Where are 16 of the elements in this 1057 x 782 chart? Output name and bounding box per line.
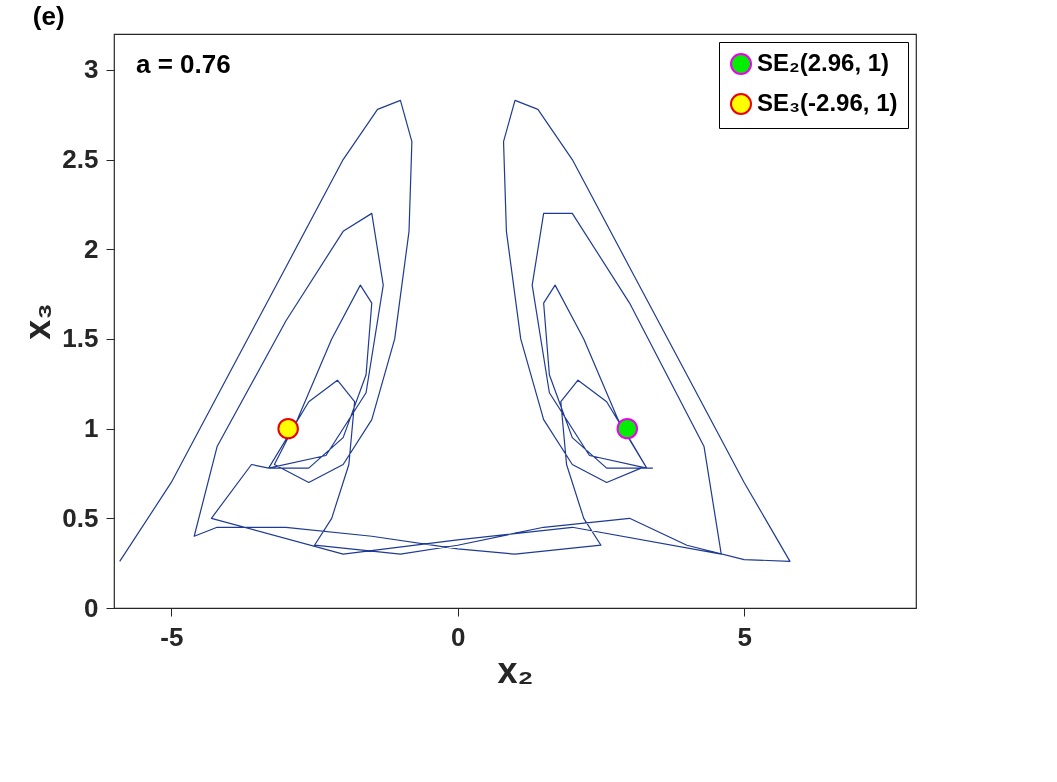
- y-tick-label: 0: [84, 592, 99, 623]
- y-axis-title: x₃: [17, 303, 59, 340]
- y-tick-label: 2.5: [62, 144, 99, 175]
- y-tick-label: 2: [84, 233, 99, 264]
- x-tick-label: -5: [160, 621, 184, 652]
- x-axis-title: x₂: [497, 649, 534, 691]
- x-tick-label: 0: [450, 621, 466, 652]
- legend-label: SE₃(-2.96, 1): [757, 89, 898, 116]
- y-tick-label: 0.5: [62, 502, 99, 533]
- chart-title: (e): [32, 1, 65, 31]
- annotation: a = 0.76: [136, 49, 231, 79]
- x-tick-label: 5: [737, 621, 752, 652]
- y-tick-label: 3: [84, 54, 99, 85]
- y-tick-label: 1: [84, 413, 99, 444]
- legend-label: SE₂(2.96, 1): [757, 49, 890, 76]
- y-tick-label: 1.5: [62, 323, 99, 354]
